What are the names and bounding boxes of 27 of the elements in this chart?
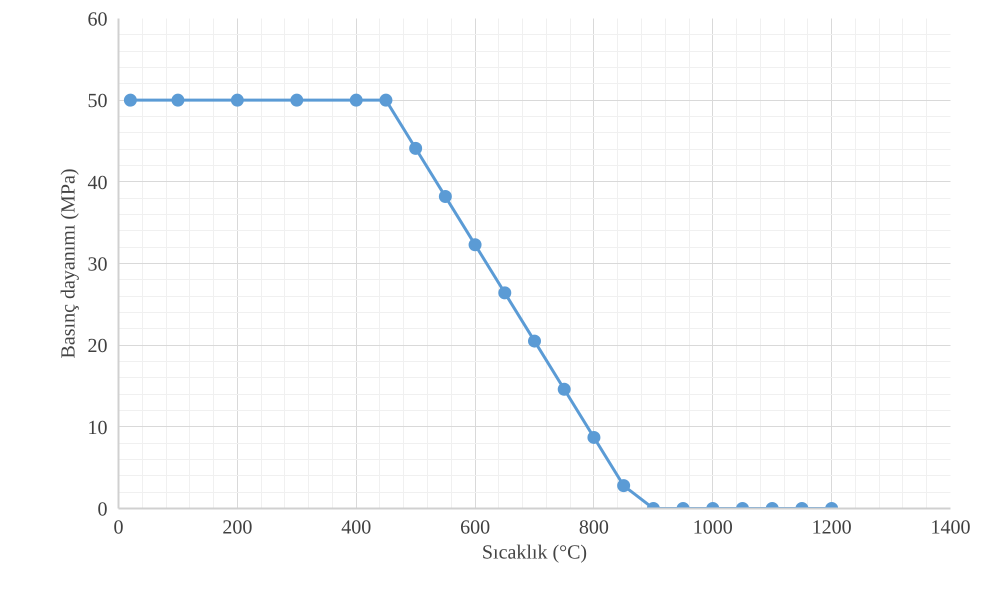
y-tick-label: 10: [88, 416, 108, 439]
point: [230, 94, 244, 107]
y-tick-label: 40: [88, 172, 108, 194]
y-tick-label: 50: [88, 90, 108, 112]
point: [379, 94, 392, 107]
x-tick-label: 1200: [812, 516, 852, 538]
x-axis-title: Sıcaklık (°C): [482, 542, 588, 564]
y-tick-label: 0: [98, 498, 108, 520]
x-tick-label: 400: [341, 516, 372, 538]
y-axis-title: Basınç dayanımı (MPa): [58, 168, 80, 358]
point: [498, 286, 512, 300]
point: [438, 190, 452, 204]
y-tick-label: 20: [88, 335, 108, 358]
point: [350, 94, 363, 107]
point: [290, 94, 304, 107]
x-tick-label: 600: [460, 516, 490, 538]
point: [124, 94, 137, 107]
y-tick-label: 30: [88, 254, 108, 276]
x-tick-label: 0: [114, 516, 124, 538]
x-tick-label: 1400: [930, 516, 970, 538]
point: [468, 238, 482, 252]
y-tick-label: 60: [88, 8, 108, 30]
x-tick-label: 200: [222, 516, 252, 538]
x-tick-label: 800: [578, 516, 609, 538]
point: [171, 94, 184, 107]
point: [409, 142, 422, 155]
x-tick-label: 1000: [692, 516, 733, 538]
